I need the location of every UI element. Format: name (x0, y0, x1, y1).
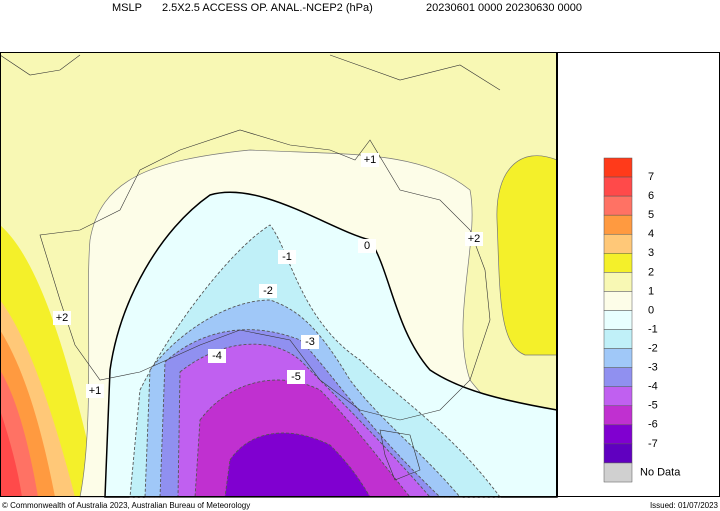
coastline (0, 54, 501, 481)
legend-label: 5 (648, 209, 654, 221)
legend-label: 2 (648, 266, 654, 278)
contour-label-bg (301, 335, 319, 349)
contour-label-bg (208, 349, 226, 363)
legend-label: 1 (648, 285, 654, 297)
legend-swatch (603, 386, 633, 407)
legend-swatch (603, 405, 633, 426)
legend-swatch (603, 195, 633, 216)
legend-label: -5 (648, 400, 658, 412)
contour-label-bg (86, 384, 104, 398)
contour-label-bg (53, 311, 71, 325)
contour-label: +2 (56, 312, 69, 324)
contour-label: -5 (291, 371, 301, 383)
legend-label: 7 (648, 171, 654, 183)
period: 20230601 0000 20230630 0000 (426, 2, 582, 14)
contour-label: -1 (282, 251, 292, 263)
east-high (496, 155, 558, 356)
legend-swatch (603, 291, 633, 311)
legend-nodata-label: No Data (640, 466, 681, 478)
legend-label: -7 (648, 438, 658, 450)
legend-swatch (603, 348, 633, 368)
legend-label: -2 (648, 343, 658, 355)
contour-label: -2 (263, 285, 273, 297)
contour-label-bg (465, 232, 483, 246)
contour-label-bg (361, 153, 379, 167)
contour-label: -4 (212, 350, 222, 362)
contour-labels: +1 0 +2 -1 -2 +2 -3 -4 -5 +1 (53, 153, 483, 398)
legend-nodata-swatch (603, 462, 633, 483)
legend-swatch (603, 424, 633, 445)
legend-swatch (603, 157, 633, 178)
contour-label: -3 (305, 336, 315, 348)
legend-swatch (603, 329, 633, 349)
contour-label: 0 (364, 240, 370, 252)
legend-swatch (603, 176, 633, 197)
legend-label: -3 (648, 362, 658, 374)
legend-label: 3 (648, 247, 654, 259)
legend-swatch (603, 233, 633, 254)
legend-label: -1 (648, 323, 658, 335)
issued: Issued: 01/07/2023 (650, 501, 719, 510)
contour-label-bg (259, 284, 277, 298)
title: MSLP (112, 2, 142, 14)
contour-label-bg (287, 370, 305, 384)
legend-frame (557, 52, 720, 497)
contour-label: +2 (468, 233, 481, 245)
legend-swatch (603, 253, 633, 273)
map-frame (0, 52, 557, 497)
legend-swatch (603, 310, 633, 330)
contour-label: +1 (89, 385, 102, 397)
contour-label: +1 (364, 154, 377, 166)
legend-label: 6 (648, 190, 654, 202)
legend-swatch (603, 272, 633, 292)
legend-swatch (603, 367, 633, 387)
legend-swatch (603, 214, 633, 235)
map-area (0, 52, 558, 498)
legend-label: -4 (648, 381, 658, 393)
contour-label-bg (358, 239, 376, 253)
legend-label: -6 (648, 419, 658, 431)
legend: 7 6 5 4 3 2 1 0 -1 -2 -3 -4 -5 -6 -7 No Data (603, 157, 681, 483)
band-6-7 (0, 410, 22, 497)
legend-label: 4 (648, 228, 654, 240)
subtitle: 2.5X2.5 ACCESS OP. ANAL.-NCEP2 (hPa) (162, 2, 373, 14)
copyright: © Commonwealth of Australia 2023, Austra… (2, 501, 250, 510)
legend-label: 0 (648, 304, 654, 316)
band-neg6-neg7 (224, 432, 371, 498)
legend-swatch (603, 443, 633, 464)
contour-label-bg (278, 250, 296, 264)
